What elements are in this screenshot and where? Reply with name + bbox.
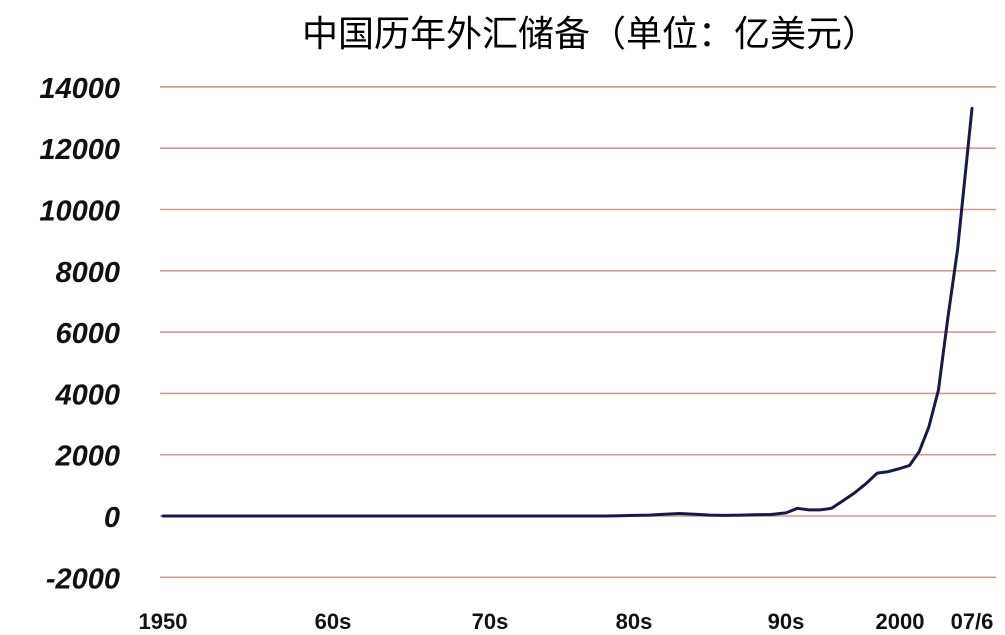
series-layer [161,106,974,518]
y-tick-label: -2000 [46,563,120,595]
y-tick-label: 4000 [54,379,120,411]
x-tick-label: 60s [315,609,352,634]
y-tick-label: 10000 [39,196,120,228]
x-tick-label: 07/6 [951,609,994,634]
y-tick-label: 12000 [39,134,120,166]
y-tick-label: 6000 [55,318,120,350]
x-tick-label: 90s [768,609,805,634]
y-tick-label: 8000 [55,257,120,289]
series-line [161,106,974,518]
x-tick-label: 1950 [139,609,188,634]
y-axis-ticks: -2000 0 2000 4000 6000 8000 10000 12000 14000 [39,73,120,595]
gridlines [160,86,996,579]
x-tick-label: 2000 [876,609,925,634]
y-tick-label: 0 [104,502,120,534]
y-tick-label: 14000 [39,73,120,105]
x-tick-label: 70s [472,609,509,634]
chart-title: 中国历年外汇储备（单位：亿美元） [302,14,878,55]
y-tick-label: 2000 [54,441,120,473]
x-axis-ticks: 1950 60s 70s 80s 90s 2000 07/6 [139,609,994,634]
x-tick-label: 80s [616,609,653,634]
